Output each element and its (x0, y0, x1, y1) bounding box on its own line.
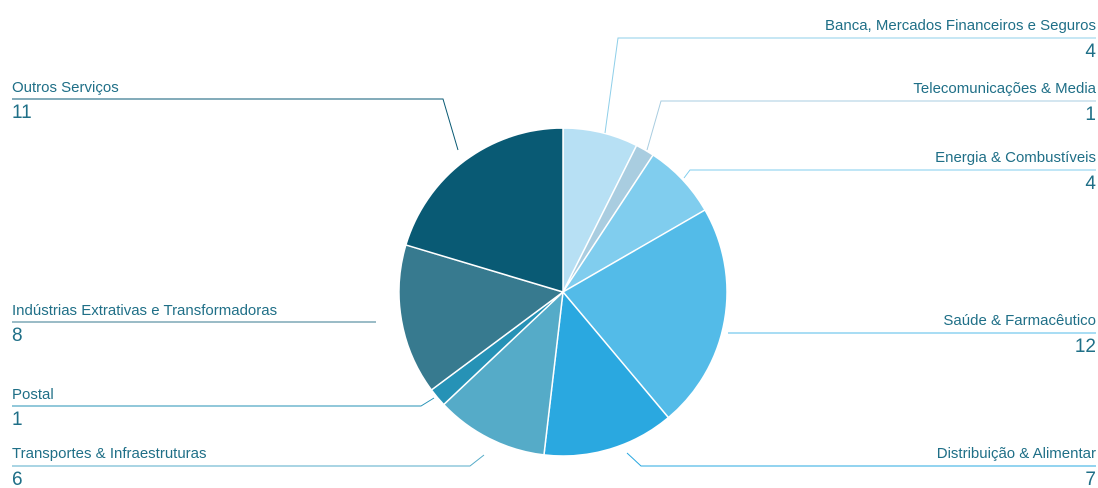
slice-labels: Banca, Mercados Financeiros e Seguros 4 Te… (12, 17, 1097, 488)
leader-line-banca-mercados-financeiros-e-seguros (604, 37, 1096, 134)
leader-line-energia-combustiveis (683, 169, 1096, 179)
slice-value-energia-combustiveis: 4 (1085, 173, 1096, 194)
pie-slices (398, 127, 728, 457)
slice-label-postal: Postal (12, 386, 54, 403)
leader-line-telecomunicacoes-media (646, 100, 1096, 151)
pie-slice-outros-servicos (405, 127, 564, 293)
slice-value-outros-servicos: 11 (12, 102, 32, 123)
slice-label-saude-farmaceutico: Saúde & Farmacêutico (943, 312, 1096, 329)
leader-line-postal (12, 397, 435, 407)
slice-label-industrias-extrativas-e-transformadoras: Indústrias Extrativas e Transformadoras (12, 302, 277, 319)
slice-value-transportes-infraestruturas: 6 (12, 469, 23, 488)
slice-value-industrias-extrativas-e-transformadoras: 8 (12, 325, 23, 346)
slice-label-distribuicao-alimentar: Distribuição & Alimentar (937, 445, 1096, 462)
pie-slice-saude-farmaceutico (562, 209, 728, 419)
slice-label-transportes-infraestruturas: Transportes & Infraestruturas (12, 445, 207, 462)
slice-value-postal: 1 (12, 409, 23, 430)
slice-label-banca-mercados-financeiros-e-seguros: Banca, Mercados Financeiros e Seguros (825, 17, 1096, 34)
pie-slice-transportes-infraestruturas (442, 291, 564, 456)
leader-line-distribuicao-alimentar (626, 452, 1096, 467)
leader-lines (12, 37, 1096, 467)
slice-value-banca-mercados-financeiros-e-seguros: 4 (1085, 41, 1096, 62)
leader-line-transportes-infraestruturas (12, 454, 485, 467)
pie-slice-industrias-extrativas-e-transformadoras (398, 244, 564, 391)
leader-line-outros-servicos (12, 98, 459, 151)
slice-value-telecomunicacoes-media: 1 (1085, 104, 1096, 125)
slice-value-saude-farmaceutico: 12 (1075, 336, 1096, 357)
pie-slice-distribuicao-alimentar (543, 291, 670, 457)
slice-label-energia-combustiveis: Energia & Combustíveis (935, 149, 1096, 166)
slice-label-outros-servicos: Outros Serviços (12, 79, 119, 96)
slice-value-distribuicao-alimentar: 7 (1085, 469, 1096, 488)
slice-label-telecomunicacoes-media: Telecomunicações & Media (913, 80, 1096, 97)
